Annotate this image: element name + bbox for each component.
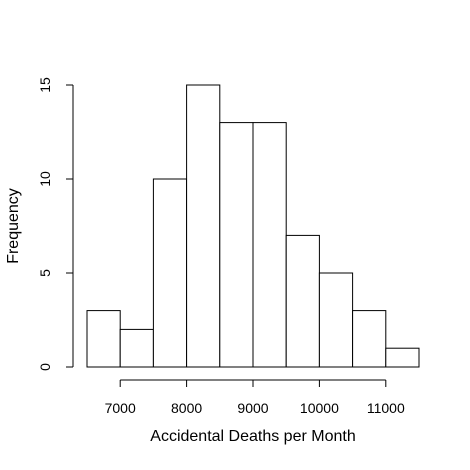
bars-layer xyxy=(86,84,420,368)
y-tick-label-2: 10 xyxy=(37,171,53,187)
x-tick-label-1: 8000 xyxy=(171,400,202,416)
x-tick-label-4: 11000 xyxy=(367,400,405,416)
histogram-bar-3 xyxy=(186,84,221,368)
y-tick-label-3: 15 xyxy=(37,77,53,93)
y-axis: 0 5 10 15 xyxy=(37,77,74,371)
histogram-bar-7 xyxy=(318,272,354,368)
x-tick-label-3: 10000 xyxy=(300,400,339,416)
histogram-bar-4 xyxy=(219,122,254,368)
histogram-bar-0 xyxy=(86,310,121,368)
histogram-bar-6 xyxy=(285,234,320,368)
y-axis-title: Frequency xyxy=(5,188,22,264)
histogram-bar-2 xyxy=(152,178,188,368)
y-tick-label-1: 5 xyxy=(37,269,53,277)
histogram-bar-5 xyxy=(252,122,287,368)
x-tick-label-2: 9000 xyxy=(237,400,268,416)
histogram-bar-8 xyxy=(352,310,387,368)
x-axis: 7000 8000 9000 10000 11000 xyxy=(105,379,405,416)
histogram-bar-9 xyxy=(385,347,420,368)
x-tick-label-0: 7000 xyxy=(105,400,136,416)
histogram-bar-1 xyxy=(119,328,154,368)
y-tick-label-0: 0 xyxy=(37,363,53,371)
x-axis-title: Accidental Deaths per Month xyxy=(150,428,355,445)
